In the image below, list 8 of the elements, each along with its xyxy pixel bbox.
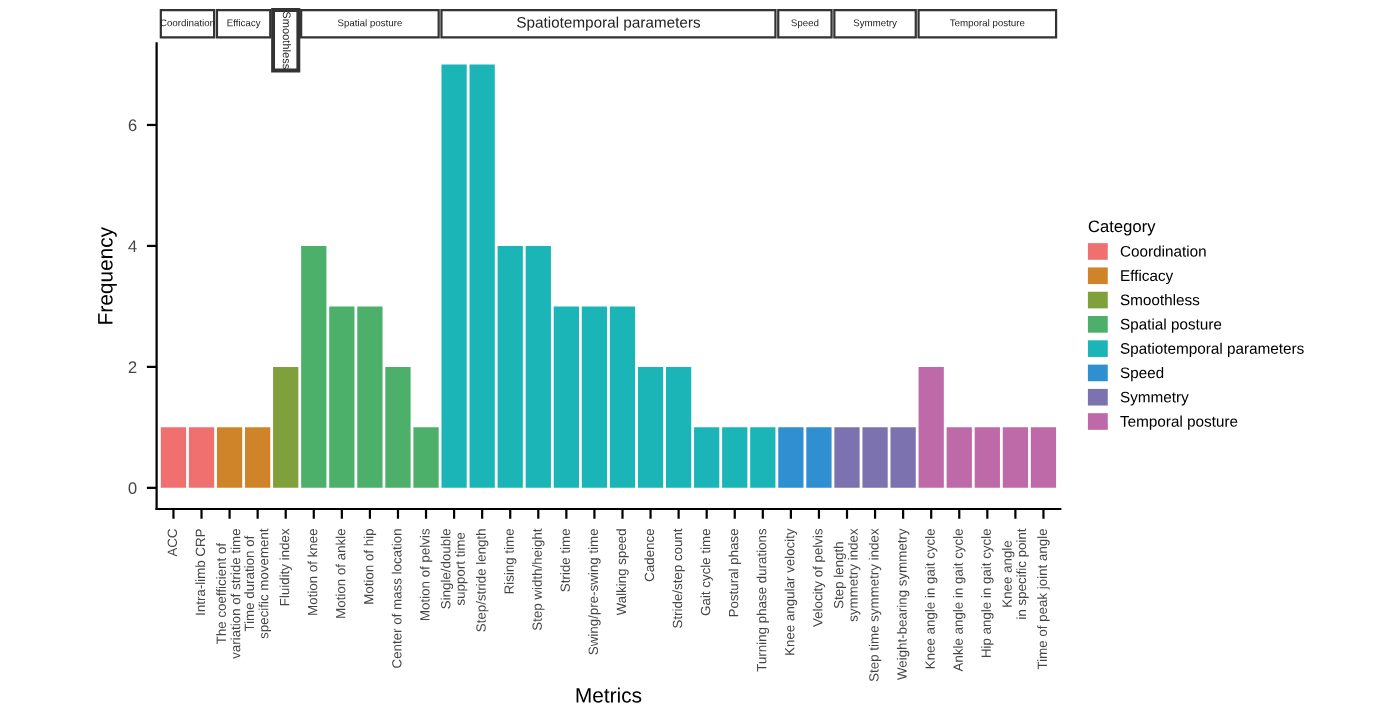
x-axis-title: Metrics (576, 687, 642, 703)
y-axis-title: Frequency (98, 226, 117, 324)
y-tick-label: 2 (128, 361, 137, 373)
legend-title: Category (1088, 220, 1156, 236)
y-tick-label: 4 (128, 240, 137, 252)
bar (273, 366, 299, 488)
y-tick-label: 6 (128, 119, 137, 132)
y-tick-label: 0 (128, 482, 137, 495)
